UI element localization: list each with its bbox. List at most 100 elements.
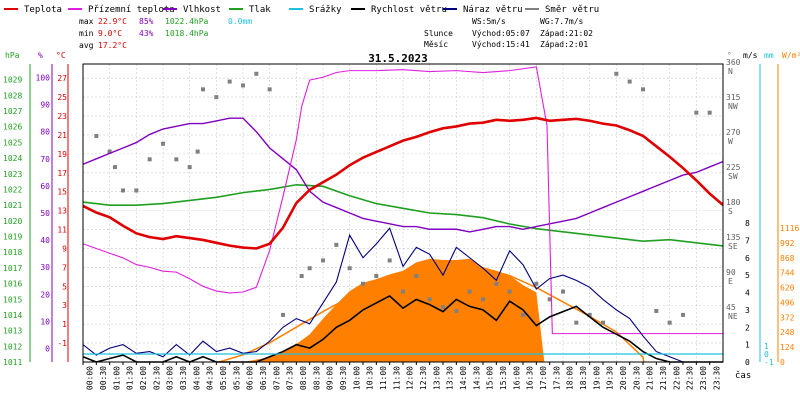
temperature-tick-14: 27 xyxy=(57,74,67,83)
x-tick-label-30: 15:00 xyxy=(486,366,495,390)
pressure-tick-3: 1014 xyxy=(3,311,22,320)
wind-dir-point xyxy=(574,320,579,325)
solar-tick-0: 0 xyxy=(780,358,785,367)
wind-dir-label-4: SW xyxy=(728,172,738,181)
wind-dir-point xyxy=(641,87,645,92)
temperature-tick-6: 11 xyxy=(57,226,67,235)
pressure-tick-15: 1026 xyxy=(3,123,22,132)
x-tick-label-7: 03:30 xyxy=(179,366,188,390)
x-tick-label-33: 16:30 xyxy=(526,366,535,390)
wind-dir-tick-2: 135 xyxy=(726,233,741,242)
axis-units: hPa % °C ° m/s mm W/m² čas xyxy=(5,51,800,381)
wind-dir-point xyxy=(454,309,459,313)
wind-dir-point xyxy=(681,312,685,317)
sun-curve-line xyxy=(218,265,645,363)
wind-dir-point xyxy=(401,289,405,294)
wind-direction-points xyxy=(94,71,712,325)
wind-dir-label-7: N xyxy=(728,67,733,76)
legend-label-4: Srážky xyxy=(309,5,342,15)
x-tick-label-43: 21:30 xyxy=(659,366,668,390)
solar-tick-3: 372 xyxy=(780,313,795,322)
x-tick-label-35: 17:30 xyxy=(552,366,561,390)
pressure-tick-12: 1023 xyxy=(3,170,22,179)
stat-avg-label: avg xyxy=(79,41,94,50)
temperature-tick-8: 15 xyxy=(57,188,67,197)
wind-dir-point xyxy=(113,165,117,170)
wind-dir-tick-1: 90 xyxy=(726,268,736,277)
wind-dir-point xyxy=(227,79,232,84)
sun-set: Západ:21:02 xyxy=(540,29,593,38)
wind-dir-point xyxy=(307,266,312,271)
pressure-tick-1: 1012 xyxy=(3,342,22,351)
unit-hpa: hPa xyxy=(5,51,20,60)
wind-dir-point xyxy=(467,289,472,294)
wind-dir-point xyxy=(174,157,179,162)
pressure-tick-2: 1013 xyxy=(3,327,22,336)
x-tick-label-3: 01:30 xyxy=(126,366,135,390)
wind-dir-point xyxy=(94,134,99,138)
x-tick-label-4: 02:00 xyxy=(139,366,148,390)
wind-dir-point xyxy=(507,289,512,294)
wind-dir-point xyxy=(334,242,339,247)
stat-max-hum: 85% xyxy=(139,17,154,26)
x-tick-label-20: 10:00 xyxy=(352,366,361,390)
wind-tick-0: 0 xyxy=(745,358,750,367)
stat-min-hum: 43% xyxy=(139,29,154,38)
temperature-tick-1: 1 xyxy=(62,320,67,329)
humidity-tick-5: 50 xyxy=(40,209,50,218)
wind-tick-2: 2 xyxy=(745,323,750,332)
wind-wg: WG:7.7m/s xyxy=(540,17,584,26)
wind-dir-label-1: E xyxy=(728,277,733,286)
pressure-tick-11: 1022 xyxy=(3,185,22,194)
x-tick-label-17: 08:30 xyxy=(312,366,321,390)
x-tick-label-14: 07:00 xyxy=(272,366,281,390)
pressure-tick-10: 1021 xyxy=(3,201,22,210)
wind-dir-point xyxy=(561,289,565,294)
temperature-tick-7: 13 xyxy=(57,207,67,216)
wind-dir-point xyxy=(667,320,672,325)
wind-dir-point xyxy=(195,149,200,154)
chart-title: 31.5.2023 xyxy=(368,52,428,65)
x-tick-label-27: 13:30 xyxy=(446,366,455,390)
stat-max-press: 1022.4hPa xyxy=(165,17,209,26)
stat-max-rain: 0.0mm xyxy=(228,17,252,26)
pressure-tick-14: 1025 xyxy=(3,138,22,147)
x-tick-label-47: 23:30 xyxy=(712,366,721,390)
x-tick-label-22: 11:00 xyxy=(379,366,388,390)
x-tick-label-38: 19:00 xyxy=(592,366,601,390)
wind-tick-4: 4 xyxy=(745,289,750,298)
wind-dir-label-3: S xyxy=(728,207,733,216)
wind-dir-label-0: NE xyxy=(728,312,738,321)
x-tick-label-13: 06:30 xyxy=(259,366,268,390)
humidity-line xyxy=(82,117,724,233)
wind-dir-tick-3: 180 xyxy=(726,198,741,207)
sun-curve xyxy=(218,265,645,363)
x-tick-label-10: 05:00 xyxy=(219,366,228,390)
x-tick-label-5: 02:30 xyxy=(152,366,161,390)
x-tick-label-25: 12:30 xyxy=(419,366,428,390)
humidity-tick-3: 30 xyxy=(40,263,50,272)
wind-tick-5: 5 xyxy=(745,271,750,280)
wind-dir-point xyxy=(201,87,205,92)
solar-area-path xyxy=(243,258,545,362)
pressure-tick-16: 1027 xyxy=(3,107,22,116)
pressure-tick-7: 1018 xyxy=(3,248,22,257)
temperature-tick-9: 17 xyxy=(57,169,67,178)
wind-dir-point xyxy=(387,258,392,263)
x-axis: 00:00 00:30 01:00 01:30 02:00 02:30 03:00 03:30… xyxy=(82,362,721,390)
wind-dir-point xyxy=(614,71,619,76)
x-tick-label-29: 14:30 xyxy=(472,366,481,390)
wind-dir-tick-6: 315 xyxy=(726,93,741,102)
pressure-tick-9: 1020 xyxy=(3,217,22,226)
temperature-tick-13: 25 xyxy=(57,93,67,102)
x-tick-label-36: 18:00 xyxy=(566,366,575,390)
moon-set: Západ:2:01 xyxy=(540,40,588,49)
wind-dir-point xyxy=(134,188,139,193)
wind-dir-point xyxy=(281,312,285,317)
unit-mm: mm xyxy=(764,51,774,60)
pressure-tick-4: 1015 xyxy=(3,295,22,304)
wind-dir-point xyxy=(547,297,552,302)
wind-dir-tick-4: 225 xyxy=(726,163,741,172)
temperature-tick-11: 21 xyxy=(57,131,67,140)
wind-dir-point xyxy=(601,320,605,325)
